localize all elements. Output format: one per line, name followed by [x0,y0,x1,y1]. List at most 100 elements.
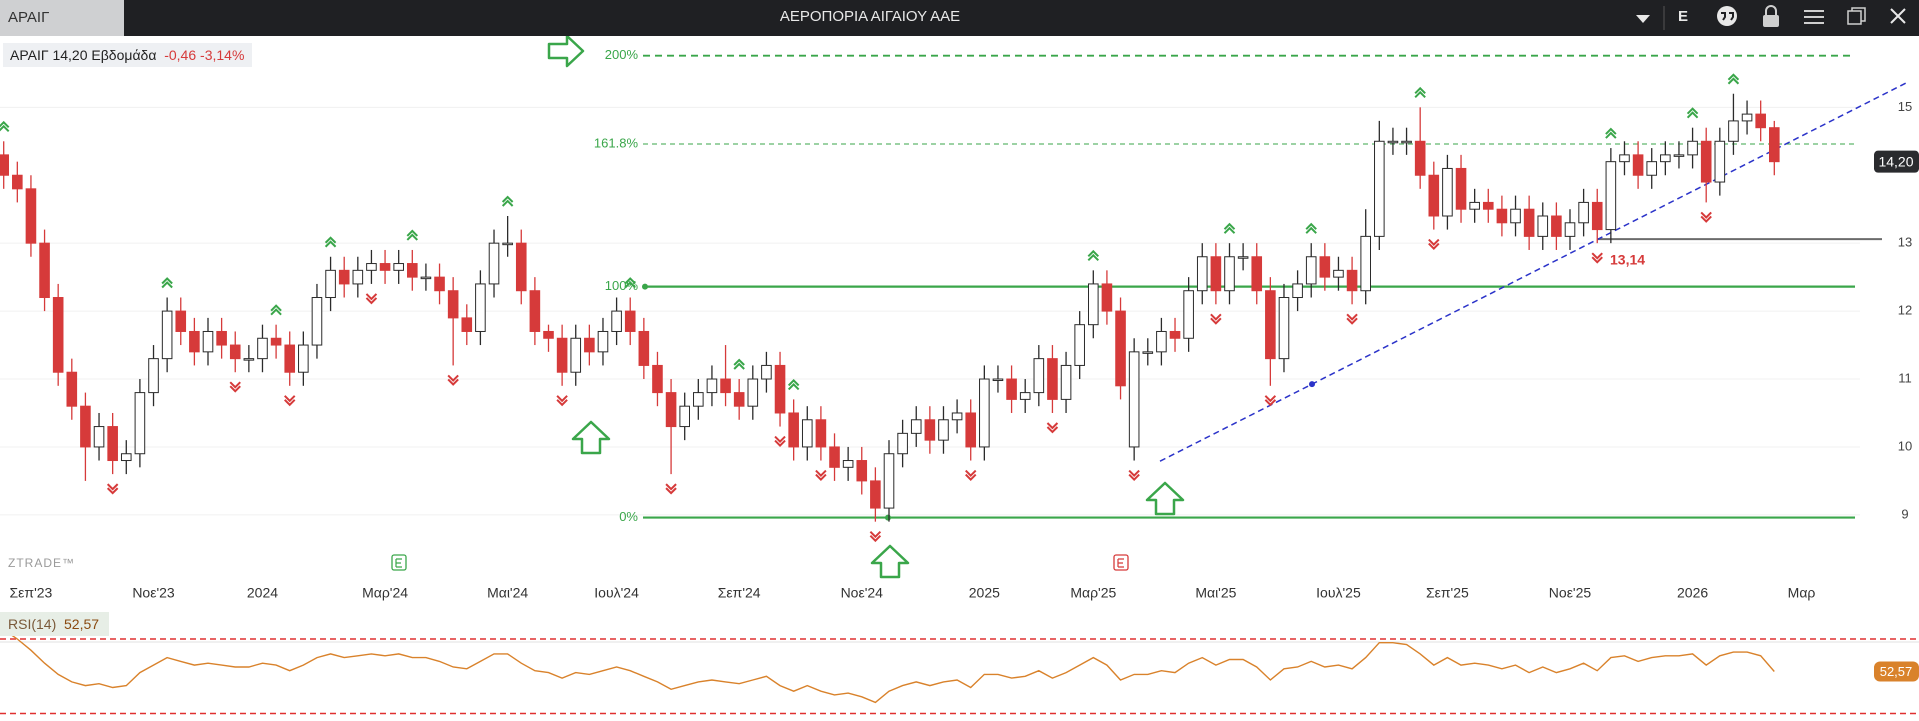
signal-up [1605,127,1617,139]
candle-body [706,378,718,394]
candle-body [1700,140,1712,183]
signal-down [1210,313,1222,325]
signal-up [270,304,282,316]
x-tick-label: Σεπ'23 [10,585,53,601]
candle-body [25,188,37,244]
candle-body [1769,127,1780,163]
candle-body [529,290,541,332]
candle-body [856,460,868,482]
candle-body [1632,154,1644,176]
candle-body [407,263,418,278]
candle-body [1401,140,1412,144]
candle-body [1060,364,1072,400]
candle-body [175,310,187,332]
signal-up [1087,249,1100,262]
quote-icon[interactable] [1717,6,1737,26]
last-price-label: 14,20 [1878,153,1913,169]
candle-body [897,432,908,455]
fib-label: 0% [619,509,638,524]
signal-down [106,483,119,495]
x-tick-label: 2025 [969,585,1000,601]
signal-down [284,395,296,407]
rsi-name: RSI(14) [8,616,57,632]
signal-up [1223,222,1236,234]
x-tick-label: Μαρ'25 [1070,585,1116,601]
x-tick-label: 2024 [247,585,278,601]
candle-body [1428,174,1440,217]
y-tick-label: 11 [1898,370,1912,385]
dropdown-icon[interactable] [1636,15,1650,23]
candle-body [1660,154,1671,163]
arrow-up [571,420,611,455]
candle-body [475,283,486,332]
x-tick-label: Σεπ'25 [1426,585,1469,601]
candle-body [80,405,91,448]
signal-down [365,293,378,305]
candle-body [788,412,799,448]
candle-body [134,392,146,455]
candle-body [924,419,936,441]
candle-body [1564,222,1576,237]
candle-body [1156,330,1167,353]
candle-body [679,405,691,428]
fib-anchor [885,514,891,521]
candle-body [1619,154,1630,163]
candle-body [638,330,650,366]
candle-body [1387,140,1399,144]
signal-down [1428,238,1440,250]
candle-body [1128,351,1140,448]
candle-body [1142,351,1154,354]
candle-body [992,378,1004,382]
close-icon[interactable] [1890,8,1906,24]
candle-body [938,419,949,441]
symbol-tab[interactable]: ΑΡΑΙΓ [0,0,124,36]
fib-label: 200% [605,47,639,62]
candle-body [107,426,118,462]
candle-body [1605,161,1617,231]
candle-body [543,330,554,339]
y-tick-label: 9 [1901,506,1908,521]
candle-body [257,337,268,360]
x-tick-label: Μαρ'24 [362,585,408,601]
last-price-marker [1874,150,1919,173]
signal-up [1727,73,1740,85]
candle-body [1482,201,1494,210]
candle-body [229,344,241,360]
x-tick-label: 2026 [1677,585,1708,601]
candle-body [0,154,10,176]
x-axis-band [0,606,1919,641]
signal-down [665,483,677,495]
candle-body [120,453,132,462]
candle-body [12,174,23,190]
signal-down [1046,422,1059,434]
signal-down [869,530,882,543]
legend-change-pct: -3,14% [200,47,245,63]
candle-body [1687,140,1698,156]
rsi-line [3,629,1775,704]
rsi-panel: 52,57 [0,629,1919,715]
trendline [1159,80,1910,462]
signal-down [1591,252,1603,264]
candle-body [1374,140,1385,237]
e-button[interactable]: E [1678,8,1689,25]
signal-up [406,229,419,241]
candle-body [761,364,772,380]
candle-body [447,290,459,319]
candle-body [1019,392,1031,400]
candle-body [870,480,881,509]
restore-icon[interactable] [1847,10,1862,25]
menu-icon[interactable] [1804,10,1824,24]
x-axis: Σεπ'23 Νοε'23 2024 Μαρ'24 Μαι'24 Ιουλ'24 Σεπ'2… [10,585,1816,601]
candle-body [148,358,159,394]
candle-body [1006,378,1017,400]
lock-icon[interactable] [1763,15,1779,27]
candle-body [1455,167,1467,210]
candle-body [1237,256,1249,259]
candle-body [910,419,922,434]
legend-change: -0,46 [164,47,197,63]
window-controls [1636,5,1906,30]
y-tick-label: 10 [1898,438,1912,453]
y-tick-label: 12 [1898,303,1912,318]
candle-body [325,269,336,299]
